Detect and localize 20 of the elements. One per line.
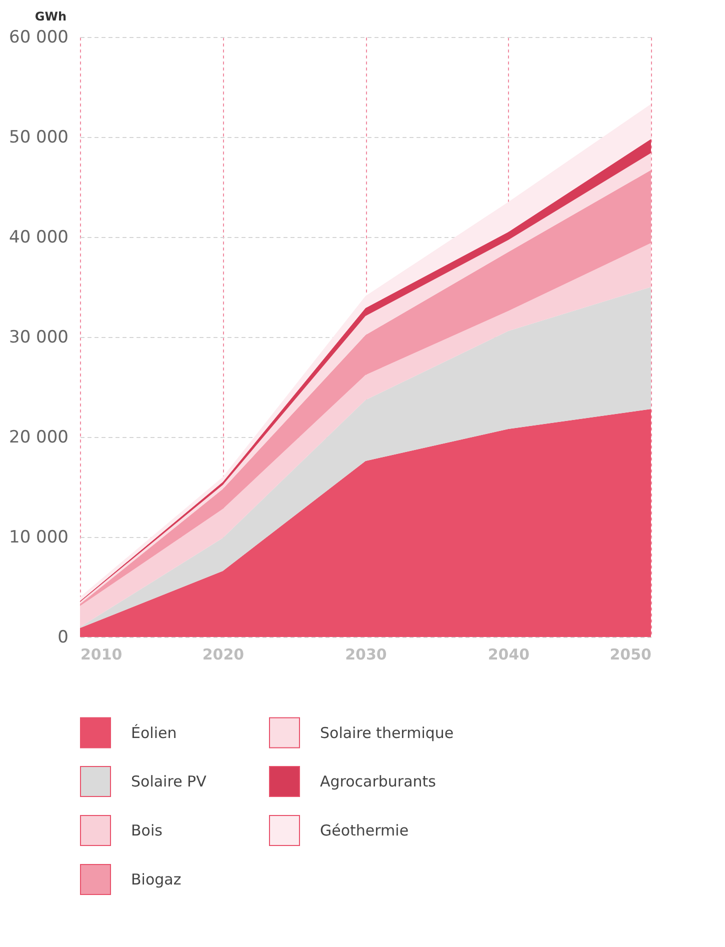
x-tick-label: 2040	[488, 646, 530, 664]
x-tick-label: 2050	[610, 646, 652, 664]
legend-label: Géothermie	[320, 822, 409, 840]
x-tick-label: 2020	[202, 646, 244, 664]
x-tick-label: 2010	[80, 646, 122, 664]
y-tick-label: 0	[58, 628, 68, 648]
y-tick-label: 20 000	[9, 428, 68, 448]
legend-label: Éolien	[131, 724, 177, 742]
y-tick-label: 10 000	[9, 528, 68, 548]
x-tick-label: 2030	[345, 646, 387, 664]
y-tick-label: 30 000	[9, 328, 68, 348]
y-axis-title: GWh	[34, 10, 66, 24]
y-tick-label: 40 000	[9, 228, 68, 248]
legend-label: Solaire thermique	[320, 724, 454, 742]
y-tick-label: 50 000	[9, 128, 68, 148]
legend-label: Agrocarburants	[320, 772, 436, 790]
legend-label: Biogaz	[131, 870, 182, 888]
y-tick-label: 60 000	[9, 28, 68, 48]
legend-label: Bois	[131, 822, 163, 840]
legend-label: Solaire PV	[131, 772, 208, 790]
